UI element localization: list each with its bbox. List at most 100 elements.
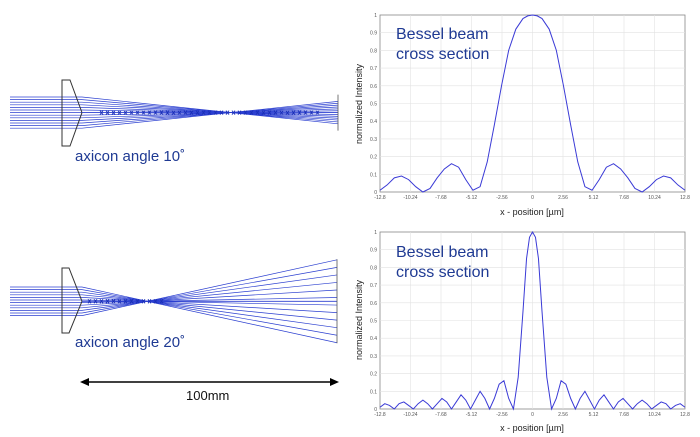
- interference-mark: [195, 110, 200, 115]
- refracted-ray: [81, 282, 338, 309]
- refracted-ray: [81, 99, 339, 123]
- x-tick-label: 12.8: [680, 412, 690, 418]
- intensity-line: [379, 14, 686, 193]
- interference-mark: [117, 299, 122, 304]
- interference-mark: [291, 110, 296, 115]
- interference-mark: [159, 110, 164, 115]
- interference-mark: [309, 110, 314, 115]
- interference-mark: [285, 110, 290, 115]
- annotation-line2: cross section: [396, 264, 489, 281]
- interference-mark: [93, 299, 98, 304]
- axicon-20-caption: axicon angle 20˚: [75, 334, 185, 351]
- y-tick-label: 0.3: [370, 137, 377, 143]
- y-tick-label: 0.6: [370, 301, 377, 307]
- y-tick-label: 0.3: [370, 354, 377, 360]
- interference-mark: [219, 110, 224, 115]
- x-tick-label: -10.24: [403, 412, 417, 418]
- interference-mark: [237, 110, 242, 115]
- y-tick-label: 0.1: [370, 172, 377, 178]
- axicon-lens: [61, 267, 83, 334]
- interference-mark: [183, 110, 188, 115]
- interference-mark: [111, 299, 116, 304]
- y-tick-label: 0.8: [370, 265, 377, 271]
- x-tick-label: 5.12: [589, 412, 599, 418]
- refracted-ray: [81, 294, 338, 321]
- interference-mark: [147, 299, 152, 304]
- x-tick-label: 10.24: [648, 195, 661, 201]
- refracted-ray: [81, 104, 339, 124]
- refracted-ray: [81, 274, 338, 311]
- y-tick-label: 0.2: [370, 372, 377, 378]
- refracted-ray: [81, 286, 338, 344]
- y-axis-label: normalized Intensity: [354, 63, 364, 144]
- interference-mark: [249, 110, 254, 115]
- interference-mark: [201, 110, 206, 115]
- x-tick-label: -7.68: [435, 195, 447, 201]
- y-tick-label: 0.8: [370, 48, 377, 54]
- x-tick-labels: -12.8 -10.24 -7.68 -5.12 -2.56 0 2.56 5.12 7.68 1…: [374, 195, 690, 201]
- refracted-ray: [81, 291, 338, 329]
- y-tick-label: 1: [374, 13, 377, 19]
- interference-mark: [297, 110, 302, 115]
- interference-mark: [159, 299, 164, 304]
- interference-mark: [213, 110, 218, 115]
- scale-bar: 100mm: [80, 378, 339, 403]
- x-tick-label: -5.12: [466, 412, 478, 418]
- x-axis-label: x - position [µm]: [500, 207, 564, 217]
- interference-mark: [207, 110, 212, 115]
- refracted-ray: [81, 299, 338, 306]
- interference-mark: [147, 110, 152, 115]
- scale-bar-label: 100mm: [186, 388, 229, 403]
- x-tick-label: -12.8: [374, 195, 386, 201]
- x-axis-label: x - position [µm]: [500, 423, 564, 433]
- interference-mark: [171, 110, 176, 115]
- x-tick-label: -7.68: [435, 412, 447, 418]
- interference-mark: [165, 110, 170, 115]
- y-tick-label: 0: [374, 190, 377, 196]
- x-tick-label: 7.68: [619, 412, 629, 418]
- x-tick-label: 0: [531, 412, 534, 418]
- y-tick-label: 0.4: [370, 119, 377, 125]
- x-tick-label: 10.24: [648, 412, 661, 418]
- interference-mark: [261, 110, 266, 115]
- grid: [380, 232, 685, 409]
- interference-mark: [111, 110, 116, 115]
- annotation-line2: cross section: [396, 46, 489, 63]
- interference-mark: [141, 110, 146, 115]
- x-tick-label: 2.56: [558, 195, 568, 201]
- interference-mark: [123, 299, 128, 304]
- y-tick-label: 0.9: [370, 31, 377, 37]
- y-tick-label: 0.7: [370, 66, 377, 72]
- interference-mark: [99, 110, 104, 115]
- interference-mark: [105, 110, 110, 115]
- y-tick-label: 0.4: [370, 336, 377, 342]
- refracted-ray: [81, 96, 339, 125]
- y-tick-label: 0.6: [370, 84, 377, 90]
- annotation-line1: Bessel beam: [396, 244, 489, 261]
- scale-bar-left-arrow: [80, 378, 89, 386]
- interference-mark: [225, 110, 230, 115]
- interference-mark: [99, 299, 104, 304]
- x-tick-label: 5.12: [589, 195, 599, 201]
- refracted-ray: [81, 267, 338, 314]
- interference-mark: [255, 110, 260, 115]
- x-tick-label: -2.56: [496, 195, 508, 201]
- x-tick-label: -2.56: [496, 412, 508, 418]
- interference-mark: [267, 110, 272, 115]
- annotation-line1: Bessel beam: [396, 26, 489, 43]
- axicon-lens: [61, 79, 83, 147]
- interference-mark: [177, 110, 182, 115]
- x-tick-label: -10.24: [403, 195, 417, 201]
- interference-mark: [243, 110, 248, 115]
- x-tick-labels: -12.8 -10.24 -7.68 -5.12 -2.56 0 2.56 5.12 7.68 1…: [374, 412, 690, 418]
- axicon-10-caption: axicon angle 10˚: [75, 148, 185, 165]
- x-tick-label: 0: [531, 195, 534, 201]
- axicon-10-diagram: [10, 79, 339, 147]
- interference-mark: [105, 299, 110, 304]
- refracted-ray: [81, 297, 338, 303]
- x-tick-label: -12.8: [374, 412, 386, 418]
- interference-mark: [189, 110, 194, 115]
- refracted-ray: [81, 101, 339, 121]
- interference-mark: [117, 110, 122, 115]
